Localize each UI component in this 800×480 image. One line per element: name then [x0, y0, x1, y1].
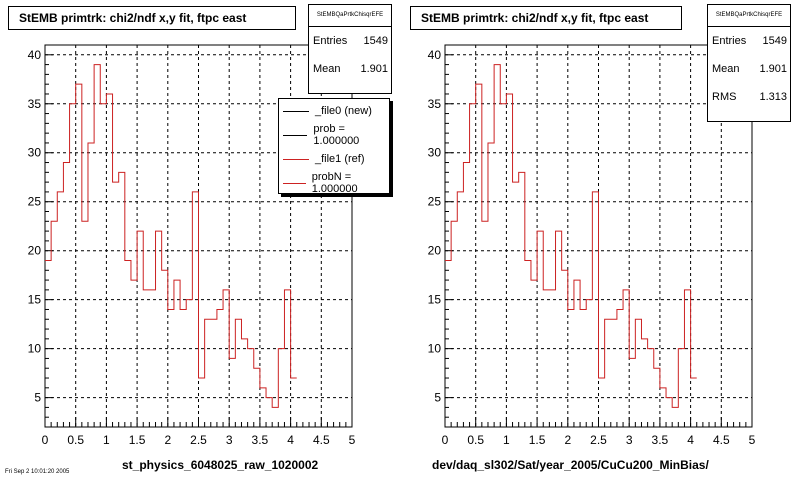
y-tick-label: 20	[428, 244, 442, 258]
stats-box-right: StEMBQaPrtkChisqrEFE Entries 1549 Mean 1…	[707, 4, 791, 122]
x-tick-label: 0	[442, 433, 449, 447]
x-tick-label: 3	[626, 433, 633, 447]
x-tick-label: 5	[749, 433, 756, 447]
x-tick-label: 4.5	[313, 433, 330, 447]
stats-label: Mean	[712, 63, 740, 75]
stats-box-left: StEMBQaPrtkChisqrEFE Entries 1549 Mean 1…	[308, 4, 392, 94]
legend-label: prob = 1.000000	[313, 123, 360, 147]
x-tick-label: 2.5	[590, 433, 607, 447]
histogram-series-line	[445, 64, 697, 408]
stats-name: StEMBQaPrtkChisqrEFE	[708, 5, 790, 27]
y-tick-label: 25	[28, 195, 42, 209]
y-tick-label: 15	[428, 293, 442, 307]
panel-title-right: StEMB primtrk: chi2/ndf x,y fit, ftpc ea…	[410, 6, 682, 30]
legend-label: _file1 (ref)	[315, 153, 365, 165]
stats-label: RMS	[712, 91, 737, 103]
legend-entry-ref: _file1 (ref)	[279, 147, 389, 171]
y-tick-label: 40	[28, 48, 42, 62]
x-tick-label: 2.5	[190, 433, 207, 447]
legend-label: probN = 1.000000	[311, 171, 358, 194]
legend-entry-prob: prob = 1.000000	[279, 123, 389, 147]
histogram-series-line	[45, 64, 297, 408]
x-tick-label: 4.5	[713, 433, 730, 447]
y-tick-label: 30	[28, 146, 42, 160]
legend-line-ref	[283, 158, 309, 160]
x-tick-label: 0	[42, 433, 49, 447]
x-tick-label: 5	[349, 433, 356, 447]
histogram-panel-right: 0 0.5 1 1.5 2 2.5 3 3.5 4 4.5 5 5 10 15 20 25 30 35 40	[428, 44, 756, 447]
stats-value: 1.901	[360, 63, 388, 75]
x-tick-label: 4	[687, 433, 694, 447]
y-tick-label: 30	[428, 146, 442, 160]
x-tick-label: 3.5	[652, 433, 669, 447]
y-tick-label: 15	[28, 293, 42, 307]
y-tick-label: 5	[434, 391, 441, 405]
y-tick-label: 10	[428, 342, 442, 356]
footer-timestamp: Fri Sep 2 10:01:20 2005	[5, 469, 70, 475]
legend-box: _file0 (new) prob = 1.000000 _file1 (ref…	[278, 98, 390, 194]
x-tick-label: 1.5	[129, 433, 146, 447]
legend-line-prob	[283, 134, 308, 136]
x-tick-label: 2	[164, 433, 171, 447]
stats-row-rms: RMS 1.313	[708, 83, 790, 111]
stats-label: Entries	[313, 35, 348, 47]
stats-row-entries: Entries 1549	[309, 27, 391, 55]
stats-value: 1.901	[759, 63, 787, 75]
x-axis-title-right: dev/daq_sl302/Sat/year_2005/CuCu200_MinB…	[432, 458, 709, 472]
stats-value: 1549	[762, 35, 787, 47]
stats-row-mean: Mean 1.901	[708, 55, 790, 83]
stats-row-entries: Entries 1549	[708, 27, 790, 55]
legend-label: _file0 (new)	[315, 105, 372, 117]
y-tick-label: 20	[28, 244, 42, 258]
panel-title-text: StEMB primtrk: chi2/ndf x,y fit, ftpc ea…	[421, 11, 649, 25]
y-tick-label: 35	[428, 97, 442, 111]
x-tick-label: 3.5	[252, 433, 269, 447]
y-tick-label: 35	[28, 97, 42, 111]
panel-title-text: StEMB primtrk: chi2/ndf x,y fit, ftpc ea…	[19, 11, 247, 25]
legend-entry-probn: probN = 1.000000	[279, 171, 389, 194]
x-tick-label: 0.5	[467, 433, 484, 447]
x-axis-title-left: st_physics_6048025_raw_1020002	[122, 458, 319, 472]
x-tick-label: 4	[287, 433, 294, 447]
y-tick-label: 40	[428, 48, 442, 62]
y-tick-label: 25	[428, 195, 442, 209]
x-tick-label: 3	[226, 433, 233, 447]
x-tick-label: 0.5	[67, 433, 84, 447]
legend-entry-new: _file0 (new)	[279, 99, 389, 123]
x-tick-label: 1	[103, 433, 110, 447]
stats-label: Entries	[712, 35, 747, 47]
y-tick-label: 5	[34, 391, 41, 405]
stats-row-mean: Mean 1.901	[309, 55, 391, 83]
stats-value: 1549	[363, 35, 388, 47]
stats-name: StEMBQaPrtkChisqrEFE	[309, 5, 391, 27]
x-tick-label: 1.5	[529, 433, 546, 447]
legend-line-probn	[283, 182, 306, 184]
y-tick-label: 10	[28, 342, 42, 356]
legend-line-new	[283, 110, 309, 112]
panel-title-left: StEMB primtrk: chi2/ndf x,y fit, ftpc ea…	[8, 6, 296, 30]
x-tick-label: 2	[564, 433, 571, 447]
x-tick-label: 1	[503, 433, 510, 447]
stats-label: Mean	[313, 63, 341, 75]
stats-value: 1.313	[759, 91, 787, 103]
